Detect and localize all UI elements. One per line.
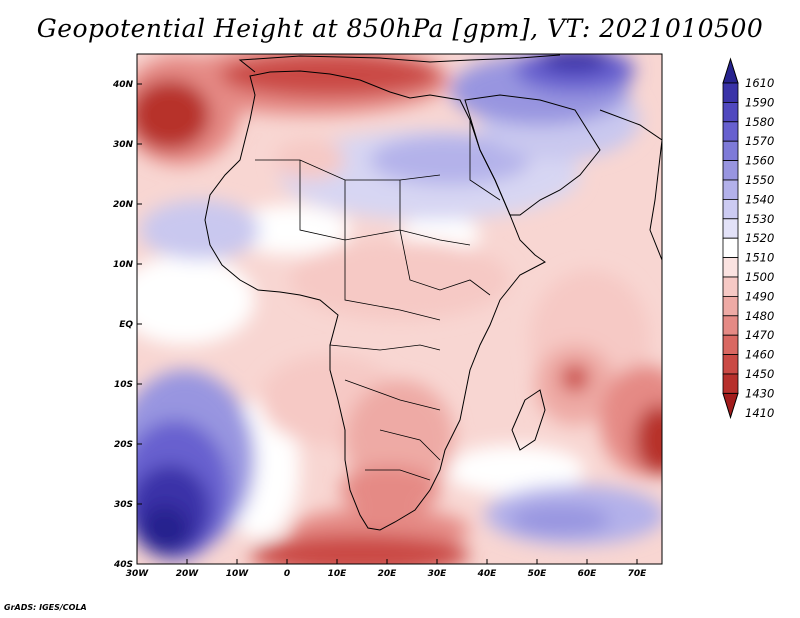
colorbar-label: 1530	[745, 212, 774, 226]
coastlines	[204, 54, 662, 531]
colorbar-label: 1570	[745, 134, 774, 148]
colorbar-label: 1540	[745, 192, 774, 206]
lon-label: 70E	[628, 569, 648, 579]
colorbar-box	[722, 354, 739, 375]
colorbar-box	[722, 82, 739, 103]
colorbar-label: 1490	[745, 289, 774, 303]
colorbar-label: 1560	[745, 154, 774, 168]
map-frame	[136, 53, 663, 565]
colorbar-box	[722, 334, 739, 356]
colorbar-label: 1550	[745, 173, 774, 187]
lat-label: 30S	[114, 500, 133, 510]
colorbar-box	[722, 315, 739, 336]
colorbar-box	[722, 295, 739, 317]
lon-label: 30E	[428, 569, 448, 579]
colorbar-box	[722, 218, 739, 239]
colorbar-label: 1500	[745, 270, 774, 284]
lat-label: 10N	[113, 260, 134, 270]
height-field	[137, 54, 662, 564]
colorbar-box	[722, 140, 739, 161]
colorbar-box	[722, 276, 739, 297]
colorbar-box	[722, 198, 739, 220]
colorbar-label: 1510	[745, 251, 774, 265]
colorbar-label: 1480	[745, 309, 774, 323]
madagascar	[511, 389, 546, 451]
colorbar-label: 1610	[745, 76, 774, 90]
lat-label: 40N	[112, 80, 134, 90]
colorbar-label: 1450	[745, 367, 774, 381]
colorbar-box	[722, 373, 739, 394]
africa-coastline	[204, 70, 546, 531]
lon-label: 10W	[226, 569, 250, 579]
colorbar-box	[722, 179, 739, 200]
borders	[255, 120, 501, 481]
lon-label: 10E	[328, 569, 348, 579]
colorbar-box	[722, 257, 739, 278]
colorbar-box	[722, 160, 739, 181]
colorbar-bottom-arrow	[722, 392, 739, 420]
colorbar-label: 1410	[745, 406, 774, 420]
europe-coast	[238, 54, 561, 73]
lat-label: 20N	[113, 200, 134, 210]
colorbar-box	[722, 237, 739, 258]
lon-label: 30W	[126, 569, 150, 579]
colorbar-box	[722, 102, 739, 123]
lon-label: 20E	[378, 569, 398, 579]
lat-label: EQ	[119, 320, 133, 330]
lon-label: 40E	[477, 569, 498, 579]
colorbar-box	[722, 121, 739, 142]
colorbar-label: 1470	[745, 328, 774, 342]
lat-label: 10S	[114, 380, 133, 390]
lon-label: 0	[284, 569, 290, 579]
colorbar-top-arrow	[722, 57, 739, 84]
india-coast	[599, 109, 662, 261]
map-title: Geopotential Height at 850hPa [gpm], VT:…	[36, 14, 764, 43]
colorbar-label: 1520	[745, 231, 774, 245]
colorbar: 1610 1590 1580 1570 1560 1550 1540 1530 1520 1510…	[722, 57, 774, 420]
lat-label: 30N	[113, 140, 134, 150]
lat-label: 20S	[114, 440, 133, 450]
colorbar-label: 1580	[745, 115, 774, 129]
colorbar-label: 1590	[745, 95, 774, 109]
credit-label: GrADS: IGES/COLA	[4, 603, 87, 612]
arabia-coastline	[464, 94, 601, 216]
lat-label: 40S	[113, 560, 133, 570]
colorbar-label: 1430	[745, 386, 774, 400]
lon-label: 50E	[528, 569, 548, 579]
lon-label: 60E	[578, 569, 598, 579]
colorbar-label: 1460	[745, 348, 774, 362]
lon-label: 20W	[176, 569, 200, 579]
